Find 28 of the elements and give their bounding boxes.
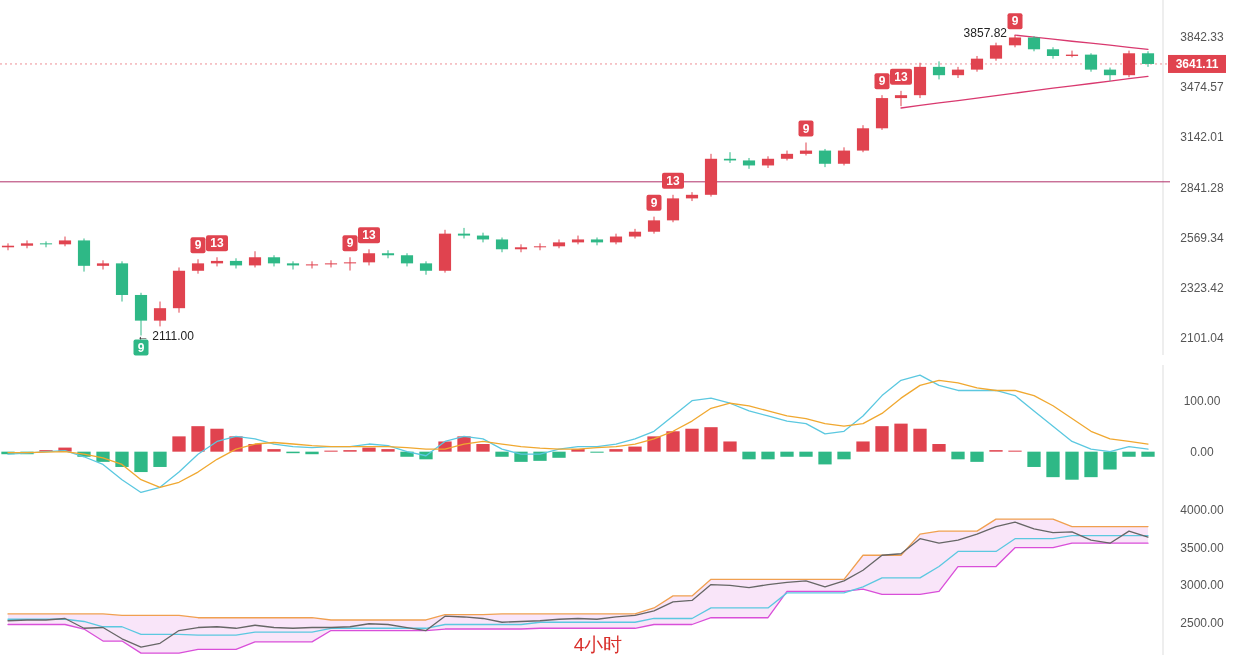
text: 13 bbox=[894, 69, 908, 84]
text: 9 bbox=[194, 238, 202, 253]
y-tick-label: 3142.01 bbox=[1180, 130, 1225, 145]
y-tick-label: 3474.57 bbox=[1180, 80, 1225, 95]
y-tick-label: 2841.28 bbox=[1180, 180, 1225, 195]
y-tick-label: 2323.42 bbox=[1180, 280, 1225, 295]
annotation: 4小时 bbox=[573, 634, 623, 655]
y-tick-label: 3500.00 bbox=[1180, 540, 1225, 555]
text: 9 bbox=[346, 236, 354, 251]
y-tick-label: 3842.33 bbox=[1180, 30, 1225, 45]
text: 9 bbox=[802, 121, 810, 136]
text: 9 bbox=[137, 340, 145, 355]
y-tick-label: 4000.00 bbox=[1180, 503, 1225, 518]
y-tick-label: 100.00 bbox=[1183, 393, 1221, 408]
text: 9 bbox=[650, 195, 658, 210]
y-tick-label: 2101.04 bbox=[1180, 330, 1225, 345]
text: 9 bbox=[878, 74, 886, 89]
y-tick-label: 2500.00 bbox=[1180, 616, 1225, 630]
text: 13 bbox=[362, 228, 376, 243]
annotation: ← 2111.00 bbox=[137, 328, 195, 343]
text: 13 bbox=[666, 173, 680, 188]
annotation: 3857.82 bbox=[963, 26, 1008, 41]
ref-line-label: 3641.11 bbox=[1175, 56, 1219, 71]
y-tick-label: 2569.34 bbox=[1180, 230, 1225, 245]
y-tick-label: 3000.00 bbox=[1180, 578, 1225, 593]
y-tick-label: 0.00 bbox=[1190, 444, 1214, 459]
text: 13 bbox=[210, 236, 224, 251]
text: 9 bbox=[1011, 14, 1019, 29]
